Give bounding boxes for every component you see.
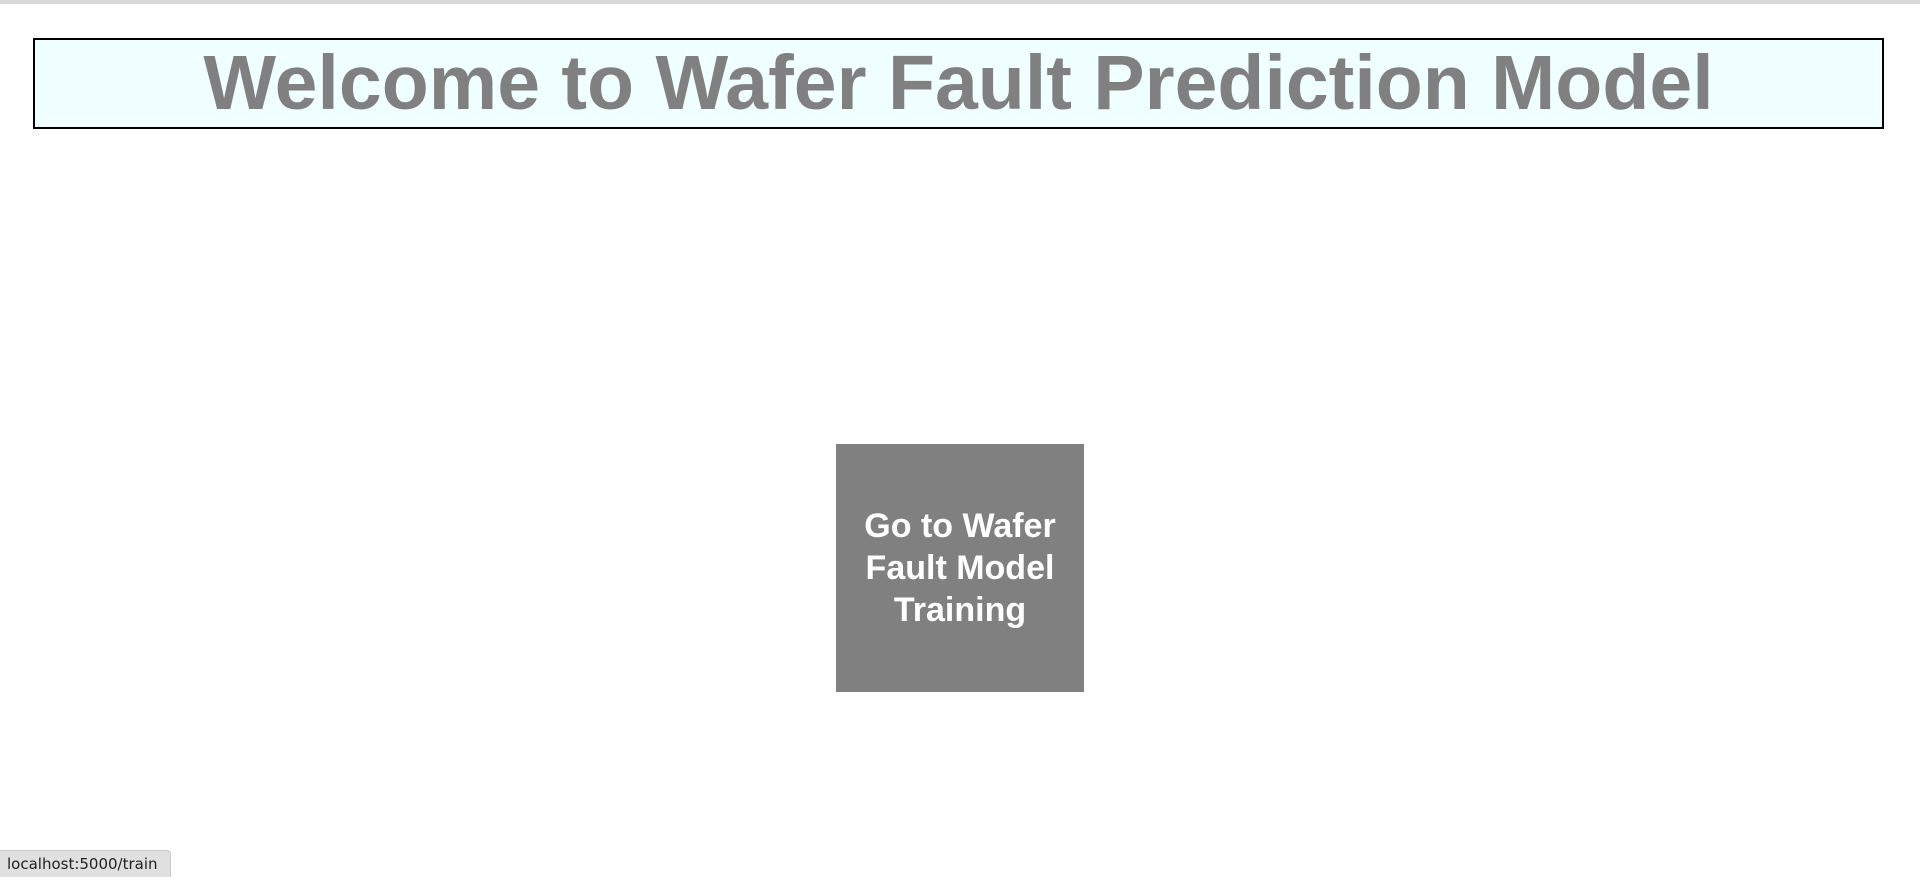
browser-top-edge [0,0,1920,4]
header-banner: Welcome to Wafer Fault Prediction Model [33,38,1884,129]
go-to-training-button[interactable]: Go to Wafer Fault Model Training [836,444,1084,692]
link-status-bar: localhost:5000/train [0,850,171,877]
page-title: Welcome to Wafer Fault Prediction Model [203,40,1714,126]
